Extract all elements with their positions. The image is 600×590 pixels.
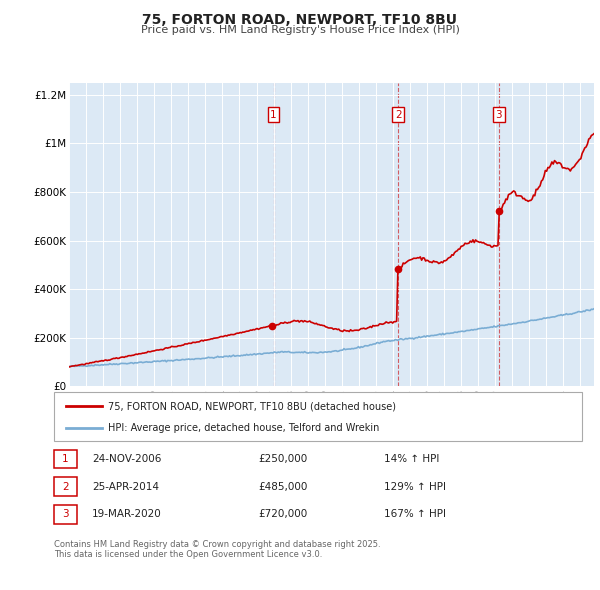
Text: 2: 2 <box>62 482 69 491</box>
Text: 75, FORTON ROAD, NEWPORT, TF10 8BU (detached house): 75, FORTON ROAD, NEWPORT, TF10 8BU (deta… <box>108 401 396 411</box>
Text: 75, FORTON ROAD, NEWPORT, TF10 8BU: 75, FORTON ROAD, NEWPORT, TF10 8BU <box>143 13 458 27</box>
Text: £250,000: £250,000 <box>258 454 307 464</box>
Text: 1: 1 <box>62 454 69 464</box>
Text: Price paid vs. HM Land Registry's House Price Index (HPI): Price paid vs. HM Land Registry's House … <box>140 25 460 35</box>
Text: 3: 3 <box>62 510 69 519</box>
Text: £720,000: £720,000 <box>258 510 307 519</box>
Text: 19-MAR-2020: 19-MAR-2020 <box>92 510 161 519</box>
Text: 2: 2 <box>395 110 401 120</box>
Text: 1: 1 <box>270 110 277 120</box>
Text: 24-NOV-2006: 24-NOV-2006 <box>92 454 161 464</box>
Text: £485,000: £485,000 <box>258 482 307 491</box>
Text: 129% ↑ HPI: 129% ↑ HPI <box>384 482 446 491</box>
Text: HPI: Average price, detached house, Telford and Wrekin: HPI: Average price, detached house, Telf… <box>108 422 379 432</box>
Text: 167% ↑ HPI: 167% ↑ HPI <box>384 510 446 519</box>
Text: Contains HM Land Registry data © Crown copyright and database right 2025.
This d: Contains HM Land Registry data © Crown c… <box>54 540 380 559</box>
Text: 3: 3 <box>496 110 502 120</box>
Text: 14% ↑ HPI: 14% ↑ HPI <box>384 454 439 464</box>
Text: 25-APR-2014: 25-APR-2014 <box>92 482 159 491</box>
